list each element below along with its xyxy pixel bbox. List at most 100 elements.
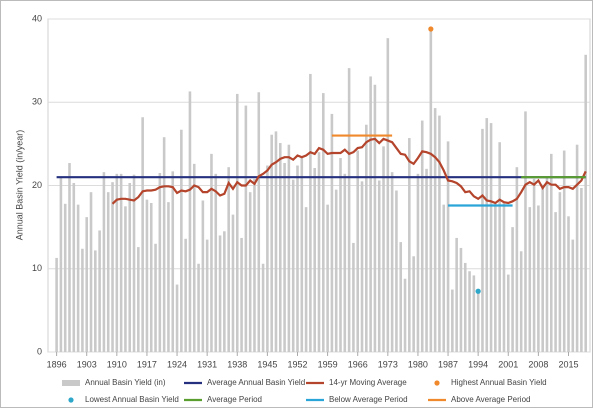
- bar: [188, 91, 192, 353]
- bar: [506, 274, 510, 352]
- bar: [562, 150, 566, 352]
- bar: [408, 138, 411, 352]
- x-tick-label: 2001: [498, 359, 518, 369]
- x-tick-label: 1896: [47, 359, 67, 369]
- bar: [549, 153, 553, 352]
- bar: [291, 179, 295, 352]
- bar: [111, 182, 114, 352]
- bar: [218, 235, 222, 352]
- bar: [524, 111, 527, 352]
- bar: [429, 28, 433, 353]
- bar: [214, 173, 218, 352]
- bar: [377, 180, 381, 352]
- y-tick-label: 40: [32, 13, 42, 23]
- bar: [266, 165, 269, 352]
- bar: [257, 92, 261, 352]
- bar: [571, 239, 575, 352]
- bar: [322, 93, 325, 352]
- bar: [253, 178, 256, 352]
- bar: [98, 230, 101, 352]
- bar: [85, 217, 89, 352]
- bar: [532, 178, 536, 352]
- y-tick-label: 10: [32, 263, 42, 273]
- bar: [541, 184, 544, 352]
- bar: [339, 158, 342, 352]
- bar: [59, 177, 63, 352]
- bar: [468, 271, 471, 352]
- bar: [412, 256, 415, 352]
- bar: [347, 68, 351, 353]
- bar: [240, 237, 243, 352]
- bar: [248, 192, 252, 352]
- bar: [192, 163, 196, 352]
- bar: [554, 212, 557, 352]
- bar: [369, 76, 372, 352]
- bar: [515, 167, 519, 352]
- bar: [55, 257, 58, 352]
- legend-label: Annual Basin Yield (in): [85, 378, 166, 387]
- bar: [356, 150, 360, 352]
- bar: [485, 118, 489, 352]
- bar: [244, 105, 248, 352]
- bar: [451, 289, 454, 352]
- bar: [158, 173, 162, 352]
- bar: [519, 251, 523, 352]
- x-tick-label: 2008: [528, 359, 548, 369]
- bar: [270, 134, 273, 352]
- bar: [580, 187, 583, 352]
- bar: [300, 156, 304, 352]
- x-tick-label: 1924: [167, 359, 187, 369]
- bar: [334, 189, 338, 352]
- bar: [373, 84, 377, 352]
- bar: [476, 291, 480, 352]
- bar: [278, 143, 282, 352]
- bar: [223, 231, 226, 352]
- bar: [313, 168, 316, 352]
- bar: [115, 173, 119, 352]
- bar: [382, 146, 385, 352]
- bar: [395, 190, 398, 352]
- point: [428, 26, 434, 32]
- y-tick-label: 0: [37, 346, 42, 356]
- bar: [68, 163, 71, 352]
- x-tick-label: 1959: [318, 359, 338, 369]
- bar: [210, 153, 213, 352]
- bar: [365, 124, 368, 352]
- bar: [106, 192, 110, 352]
- bar: [180, 129, 183, 352]
- bar: [296, 165, 299, 352]
- bar: [287, 144, 291, 352]
- bar: [137, 247, 140, 352]
- x-tick-label: 1917: [137, 359, 157, 369]
- bar: [119, 173, 123, 352]
- bar: [171, 171, 175, 352]
- bar: [390, 172, 394, 352]
- bar: [167, 202, 170, 352]
- bar: [463, 262, 467, 352]
- bar: [124, 206, 127, 352]
- bar: [455, 237, 458, 352]
- bar: [63, 203, 67, 352]
- bar: [274, 131, 278, 352]
- bar: [584, 54, 587, 353]
- bar: [227, 167, 230, 352]
- bar: [162, 137, 166, 352]
- x-tick-label: 1952: [287, 359, 307, 369]
- bar: [175, 284, 179, 352]
- legend-label: Lowest Annual Basin Yield: [85, 395, 179, 404]
- x-tick-label: 1966: [348, 359, 368, 369]
- bar: [528, 207, 532, 352]
- bar: [575, 144, 579, 352]
- bar: [154, 243, 157, 352]
- bar: [330, 113, 334, 352]
- legend-label: Above Average Period: [451, 395, 530, 404]
- point: [475, 288, 481, 294]
- x-tick-label: 2015: [558, 359, 578, 369]
- bar: [94, 250, 97, 352]
- legend-label: Highest Annual Basin Yield: [451, 378, 547, 387]
- bar: [205, 239, 209, 352]
- legend-swatch: [68, 397, 74, 403]
- y-tick-label: 20: [32, 180, 42, 190]
- bar: [231, 214, 235, 352]
